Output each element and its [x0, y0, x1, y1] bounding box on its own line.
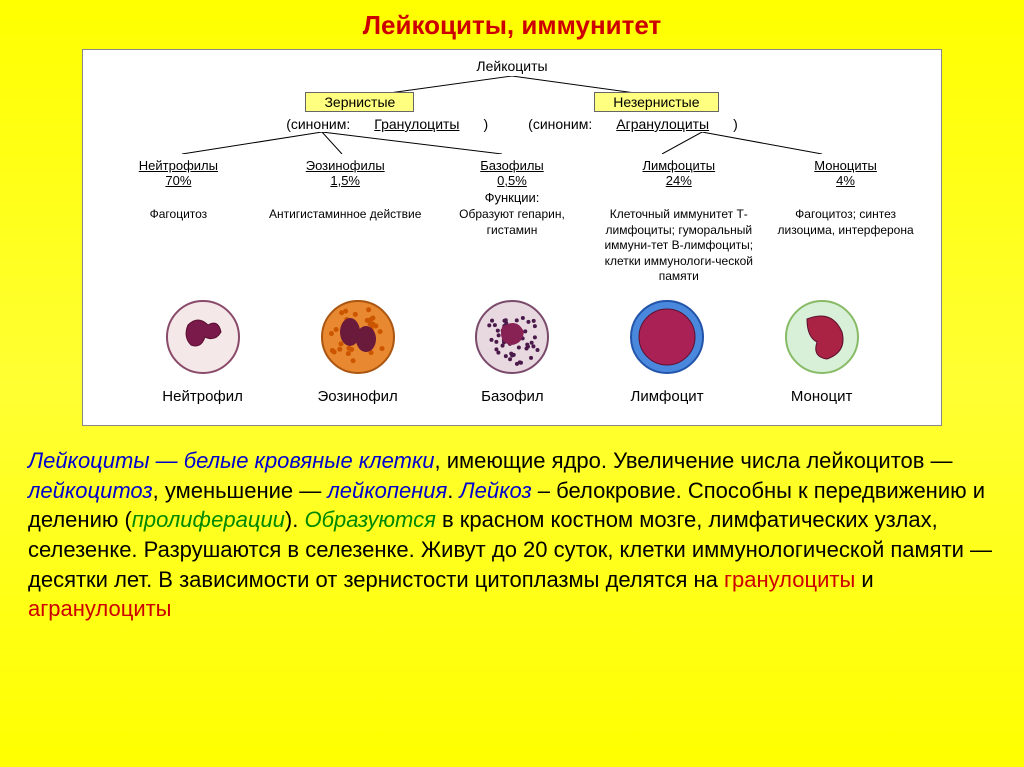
cell-caption-3: Лимфоцит — [627, 388, 707, 405]
cell-col-2: Базофилы0,5% — [429, 158, 596, 188]
func-col-1: Антигистаминное действие — [262, 207, 429, 285]
cell-caption-4: Моноцит — [782, 388, 862, 405]
cell-col-1: Эозинофилы1,5% — [262, 158, 429, 188]
cell-col-4: Моноциты4% — [762, 158, 929, 188]
cell-image-0: Нейтрофил — [162, 297, 243, 405]
desc-term-leukocytes: Лейкоциты — белые кровяные клетки — [28, 448, 435, 473]
desc-term-form: Образуются — [304, 507, 435, 532]
cell-image-3: Лимфоцит — [627, 297, 707, 405]
category-granular: Зернистые — [305, 92, 414, 112]
synonym-row: (синоним:Гранулоциты) (синоним:Агранулоц… — [95, 116, 929, 132]
func-col-3: Клеточный иммунитет Т-лимфоциты; гуморал… — [595, 207, 762, 285]
func-col-2: Образуют гепарин, гистамин — [429, 207, 596, 285]
functions-label: Функции: — [95, 190, 929, 205]
func-col-4: Фагоцитоз; синтез лизоцима, интерферона — [762, 207, 929, 285]
page-title: Лейкоциты, иммунитет — [20, 10, 1004, 41]
desc-term-proliferation: пролиферации — [132, 507, 285, 532]
desc-term-leukopenia: лейкопения — [327, 478, 447, 503]
classification-diagram: Лейкоциты Зернистые Незернистые (синоним… — [82, 49, 942, 426]
synonym-granular: (синоним:Гранулоциты) — [286, 116, 488, 132]
description-text: Лейкоциты — белые кровяные клетки, имеющ… — [20, 446, 1004, 624]
desc-term-leukocytosis: лейкоцитоз — [28, 478, 153, 503]
desc-term-granulocytes: гранулоциты — [724, 567, 855, 592]
cell-caption-1: Эозинофил — [318, 388, 398, 405]
root-label: Лейкоциты — [95, 58, 929, 74]
desc-term-leukosis: Лейкоз — [460, 478, 532, 503]
cell-col-3: Лимфоциты24% — [595, 158, 762, 188]
category-agranular: Незернистые — [594, 92, 718, 112]
cell-image-2: Базофил — [472, 297, 552, 405]
cell-images-row: Нейтрофил Эозинофил Базофил Лимфоцит Мон… — [95, 297, 929, 405]
desc-term-agranulocytes: агранулоциты — [28, 596, 172, 621]
cell-caption-2: Базофил — [472, 388, 552, 405]
cell-caption-0: Нейтрофил — [162, 388, 243, 405]
func-col-0: Фагоцитоз — [95, 207, 262, 285]
cell-image-1: Эозинофил — [318, 297, 398, 405]
functions-row: Фагоцитоз Антигистаминное действие Образ… — [95, 207, 929, 285]
category-row: Зернистые Незернистые — [95, 92, 929, 112]
sub-branch-lines — [102, 132, 922, 154]
cell-types-row: Нейтрофилы70% Эозинофилы1,5% Базофилы0,5… — [95, 158, 929, 188]
synonym-agranular: (синоним:Агранулоциты) — [528, 116, 738, 132]
cell-col-0: Нейтрофилы70% — [95, 158, 262, 188]
cell-image-4: Моноцит — [782, 297, 862, 405]
